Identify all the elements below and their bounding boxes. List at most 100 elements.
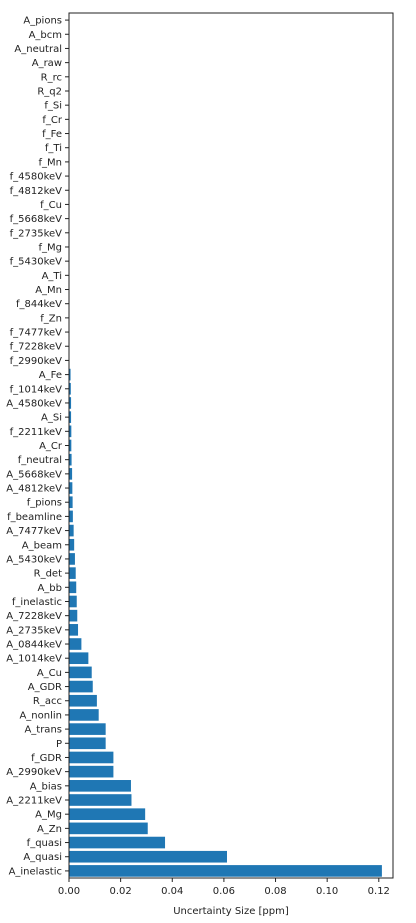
y-tick-label: f_Cu [40, 200, 62, 211]
y-tick-label: R_rc [41, 72, 62, 83]
y-tick-label: f_2211keV [10, 427, 63, 438]
y-tick-label: A_bcm [29, 30, 62, 41]
y-tick-label: A_Mg [35, 810, 62, 821]
x-tick-label: 0.08 [264, 886, 286, 897]
y-tick-label: f_Ti [45, 143, 62, 154]
y-tick-label: A_bb [37, 583, 62, 594]
y-tick-label: A_Mn [35, 285, 62, 296]
bar-f_1014keV [69, 382, 71, 395]
y-tick-label: R_det [34, 569, 62, 580]
bar-A_0844keV [69, 638, 82, 650]
y-tick-label: A_Zn [37, 824, 62, 835]
bar-A_trans [69, 723, 106, 735]
bar-A_bb [69, 581, 77, 594]
y-tick-label: A_2211keV [6, 796, 62, 807]
x-tick-label: 0.04 [161, 886, 183, 897]
bars [69, 368, 382, 877]
y-tick-label: A_7228keV [6, 611, 62, 622]
bar-A_4812keV [69, 482, 73, 494]
y-tick-label: f_2735keV [10, 228, 63, 239]
bar-A_Si [69, 411, 72, 423]
bar-A_Zn [69, 822, 148, 835]
y-tick-label: f_Mg [39, 242, 63, 253]
y-tick-label: A_5668keV [6, 469, 62, 480]
y-tick-labels: A_pions A_bcm A_neutral A_raw R_rc R_q2 f_Si f_… [6, 16, 69, 877]
x-tick-label: 0.00 [58, 886, 80, 897]
bar-A_2990keV [69, 765, 114, 778]
y-tick-label: A_nonlin [19, 710, 62, 721]
bar-A_beam [69, 538, 75, 551]
bar-A_1014keV [69, 652, 89, 665]
y-tick-label: f_Cr [42, 115, 63, 126]
y-tick-label: A_Cu [37, 668, 62, 679]
y-tick-label: A_4580keV [6, 398, 62, 409]
bar-f_2211keV [69, 425, 72, 438]
x-tick-label: 0.10 [316, 886, 338, 897]
bar-R_acc [69, 694, 97, 707]
bar-A_5668keV [69, 468, 73, 480]
plot-frame [68, 12, 394, 879]
bar-A_Fe [69, 368, 71, 381]
y-tick-label: f_5668keV [10, 214, 63, 225]
y-tick-label: A_2735keV [6, 625, 62, 636]
y-tick-label: f_5430keV [10, 257, 63, 268]
y-tick-label: A_Ti [42, 271, 62, 282]
y-tick-label: f_2990keV [10, 356, 63, 367]
y-tick-label: f_Fe [42, 129, 62, 140]
x-axis-label: Uncertainty Size [ppm] [173, 906, 289, 917]
bar-A_Mg [69, 808, 146, 821]
y-tick-label: A_raw [32, 58, 62, 69]
y-tick-label: A_quasi [23, 852, 62, 863]
y-tick-label: A_inelastic [9, 866, 62, 877]
y-tick-label: A_4812keV [6, 484, 62, 495]
bar-A_Cu [69, 666, 92, 679]
bar-A_Cr [69, 439, 72, 452]
y-tick-label: f_beamline [7, 512, 62, 523]
y-tick-label: A_2990keV [6, 767, 62, 778]
bar-A_5430keV [69, 553, 75, 565]
bar-P [69, 737, 106, 750]
y-tick-label: f_7228keV [10, 342, 63, 353]
y-tick-label: A_neutral [14, 44, 62, 55]
y-tick-label: R_acc [33, 696, 62, 707]
y-tick-label: A_GDR [28, 682, 62, 693]
bar-A_GDR [69, 680, 93, 693]
y-tick-label: f_7477keV [10, 328, 63, 339]
bar-A_quasi [69, 850, 227, 863]
y-tick-label: P [56, 739, 62, 750]
bar-f_inelastic [69, 595, 77, 608]
x-tick-label: 0.12 [368, 886, 390, 897]
bar-A_inelastic [69, 865, 382, 877]
y-tick-label: f_4580keV [10, 172, 63, 183]
x-ticks: 0.00 0.02 0.04 0.06 0.08 0.10 0.12 [58, 878, 390, 897]
y-tick-label: R_q2 [37, 86, 62, 97]
y-tick-label: f_Si [44, 101, 62, 112]
bar-A_4580keV [69, 397, 72, 409]
bar-f_GDR [69, 751, 114, 764]
y-tick-label: f_4812keV [10, 186, 63, 197]
bar-A_nonlin [69, 709, 99, 721]
y-tick-label: A_Cr [39, 441, 63, 452]
bar-A_7477keV [69, 524, 74, 537]
y-tick-label: A_Fe [39, 370, 62, 381]
bar-f_quasi [69, 836, 166, 849]
bar-A_2735keV [69, 624, 79, 636]
y-tick-label: A_7477keV [6, 526, 62, 537]
y-tick-label: f_Zn [40, 313, 62, 324]
bar-A_bias [69, 780, 131, 792]
y-tick-label: A_0844keV [6, 640, 62, 651]
y-tick-label: A_bias [30, 781, 62, 792]
y-tick-label: A_5430keV [6, 554, 62, 565]
y-tick-label: A_1014keV [6, 654, 62, 665]
bar-A_2211keV [69, 794, 132, 806]
y-tick-label: f_quasi [27, 838, 62, 849]
y-tick-label: A_trans [24, 725, 62, 736]
y-tick-label: f_inelastic [12, 597, 62, 608]
y-tick-label: f_844keV [16, 299, 62, 310]
y-tick-label: f_1014keV [10, 384, 63, 395]
y-tick-label: A_Si [41, 413, 62, 424]
y-tick-label: f_pions [27, 498, 62, 509]
y-tick-label: f_neutral [18, 455, 62, 466]
bar-f_beamline [69, 510, 73, 523]
